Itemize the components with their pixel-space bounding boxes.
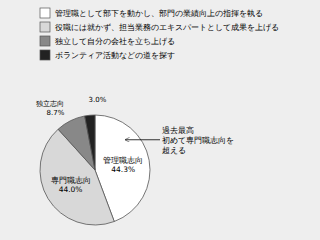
data-label: 専門職志向44.0% xyxy=(51,176,91,194)
legend-item: ボランティア活動などの道を探す xyxy=(40,50,175,60)
pie xyxy=(40,115,150,225)
data-labels: 管理職志向44.3% 専門職志向44.0% 独立志向8.7% 3.0% xyxy=(36,96,143,194)
legend-swatch xyxy=(40,36,50,46)
legend-label: ボランティア活動などの道を探す xyxy=(55,51,175,60)
legend-label: 独立して自分の会社を立ち上げる xyxy=(55,37,175,46)
legend-item: 役職には就かず、担当業務のエキスパートとして成果を上げる xyxy=(40,22,279,32)
pie-slice xyxy=(58,116,95,170)
legend-swatch xyxy=(40,22,50,32)
legend-swatch xyxy=(40,8,50,18)
annotation-arrow xyxy=(125,139,160,140)
data-label: 独立志向8.7% xyxy=(36,100,64,117)
data-label: 3.0% xyxy=(89,96,107,104)
legend: 管理職として部下を動かし、部門の業績向上の指揮を執る役職には就かず、担当業務のエ… xyxy=(40,8,279,60)
data-label: 管理職志向44.3% xyxy=(103,156,143,174)
pie-slice xyxy=(85,115,95,170)
legend-item: 管理職として部下を動かし、部門の業績向上の指揮を執る xyxy=(40,8,263,18)
legend-label: 管理職として部下を動かし、部門の業績向上の指揮を執る xyxy=(55,9,263,18)
annotation: 過去最高初めて専門職志向を超える xyxy=(162,126,234,155)
legend-item: 独立して自分の会社を立ち上げる xyxy=(40,36,175,46)
legend-label: 役職には就かず、担当業務のエキスパートとして成果を上げる xyxy=(55,23,279,32)
chart: 管理職として部下を動かし、部門の業績向上の指揮を執る役職には就かず、担当業務のエ… xyxy=(0,0,320,240)
legend-swatch xyxy=(40,50,50,60)
